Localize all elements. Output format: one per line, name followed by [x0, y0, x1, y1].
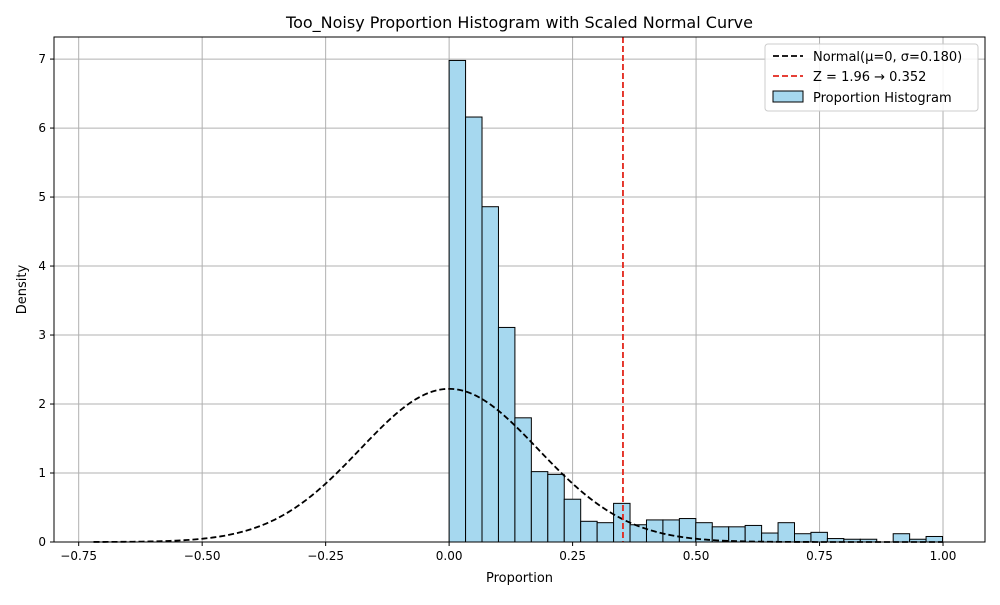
- chart-title: Too_Noisy Proportion Histogram with Scal…: [285, 13, 753, 33]
- histogram-bar: [497, 326, 516, 543]
- normal-curve-layer: [93, 387, 944, 543]
- histogram-bar: [761, 532, 779, 543]
- x-tick-label: 0.50: [683, 549, 710, 563]
- axes-ticks: −0.75 −0.50 −0.25 0.00 0.25 0.50 0.75 1.00 0 1 2 3 4…: [38, 52, 956, 563]
- y-tick-label: 0: [38, 535, 46, 549]
- x-axis-title: Proportion: [486, 571, 553, 586]
- histogram-bar: [662, 519, 680, 543]
- histogram-bar: [728, 526, 746, 543]
- legend-normal-label: Normal(μ=0, σ=0.180): [813, 50, 962, 65]
- y-tick-label: 5: [38, 190, 46, 204]
- histogram-bar: [794, 533, 812, 543]
- histogram-bar: [613, 502, 631, 543]
- histogram-bar: [596, 522, 615, 543]
- histogram-bar: [547, 473, 565, 543]
- histogram-bar: [465, 116, 483, 543]
- histogram-bar: [810, 531, 828, 543]
- histogram-bar: [580, 520, 598, 543]
- histogram-bar: [777, 522, 796, 543]
- x-tick-label: 0.00: [436, 549, 463, 563]
- normal-curve-line: [93, 387, 944, 543]
- x-tick-label: −0.25: [307, 549, 344, 563]
- legend-histogram-swatch: [772, 90, 804, 103]
- histogram-bar: [530, 471, 549, 543]
- histogram-bar: [448, 59, 467, 543]
- chart-legend: Normal(μ=0, σ=0.180) Z = 1.96 → 0.352 Pr…: [764, 43, 979, 112]
- histogram-bar: [563, 498, 582, 543]
- plot-area-frame: [53, 36, 986, 543]
- legend-box: [764, 43, 979, 112]
- legend-threshold-label: Z = 1.96 → 0.352: [813, 70, 926, 85]
- x-tick-label: 0.25: [559, 549, 586, 563]
- y-tick-label: 6: [38, 121, 46, 135]
- histogram-bar: [481, 206, 499, 543]
- y-tick-label: 2: [38, 397, 46, 411]
- histogram-bars: [448, 59, 944, 543]
- histogram-bar: [744, 524, 763, 543]
- x-tick-label: 0.75: [806, 549, 833, 563]
- y-tick-label: 3: [38, 328, 46, 342]
- x-tick-label: −0.75: [60, 549, 97, 563]
- y-tick-label: 7: [38, 52, 46, 66]
- x-tick-label: −0.50: [184, 549, 221, 563]
- x-tick-label: 1.00: [930, 549, 957, 563]
- histogram-bar: [892, 533, 911, 543]
- y-tick-label: 1: [38, 466, 46, 480]
- y-axis-title: Density: [15, 264, 30, 314]
- histogram-bar: [514, 417, 532, 543]
- y-tick-label: 4: [38, 259, 46, 273]
- legend-histogram-label: Proportion Histogram: [813, 91, 952, 106]
